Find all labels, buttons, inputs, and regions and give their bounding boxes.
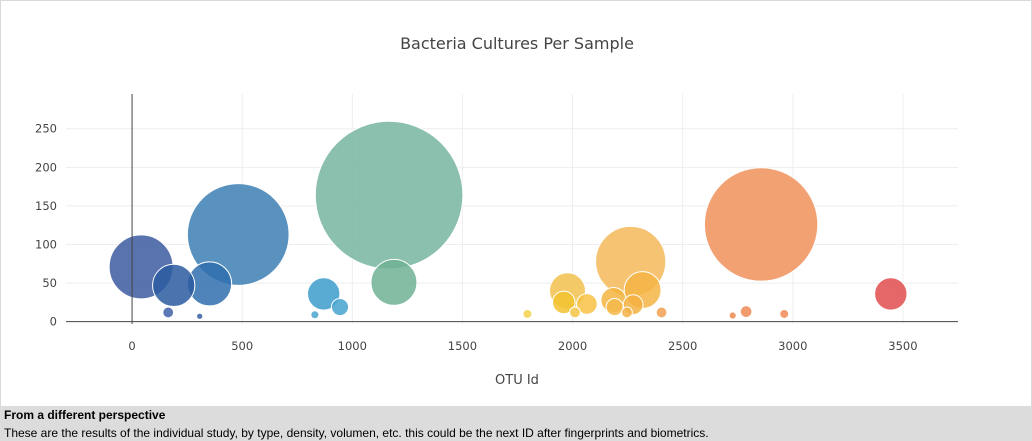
x-tick-label: 0 bbox=[128, 339, 135, 353]
bubble-point[interactable] bbox=[874, 277, 908, 311]
description-panel: From a different perspective These are t… bbox=[0, 406, 1032, 441]
bubble-point[interactable] bbox=[370, 258, 418, 306]
bubble-point[interactable] bbox=[522, 308, 533, 319]
bubble-series[interactable] bbox=[108, 120, 908, 320]
x-tick-label: 2000 bbox=[558, 339, 587, 353]
bubble-point[interactable] bbox=[655, 306, 668, 319]
bubble-point[interactable] bbox=[728, 311, 737, 320]
bubble-point[interactable] bbox=[152, 263, 196, 308]
bubble-point[interactable] bbox=[552, 290, 576, 315]
description-text: These are the results of the individual … bbox=[4, 426, 709, 440]
x-axis-label: OTU Id bbox=[495, 373, 539, 388]
description-heading: From a different perspective bbox=[4, 408, 166, 422]
y-tick-label: 200 bbox=[35, 160, 57, 174]
bubble-point[interactable] bbox=[330, 297, 350, 317]
bubble-point[interactable] bbox=[703, 167, 819, 282]
bubble-point[interactable] bbox=[569, 306, 581, 319]
bubble-point[interactable] bbox=[196, 312, 204, 320]
x-tick-label: 3500 bbox=[888, 339, 917, 353]
x-tick-label: 3000 bbox=[778, 339, 807, 353]
bubble-point[interactable] bbox=[314, 120, 464, 270]
chart-panel: 0 500 1000 1500 2000 2500 3000 3500 0 50 100 150 200… bbox=[0, 0, 1032, 407]
bubble-point[interactable] bbox=[162, 306, 175, 319]
bubble-point[interactable] bbox=[310, 310, 320, 320]
y-tick-label: 250 bbox=[35, 122, 57, 136]
x-tick-label: 500 bbox=[231, 339, 253, 353]
y-tick-label: 100 bbox=[35, 238, 57, 252]
bubble-point[interactable] bbox=[621, 306, 633, 319]
x-tick-label: 1000 bbox=[338, 339, 367, 353]
bubble-point[interactable] bbox=[576, 293, 598, 315]
bubble-point[interactable] bbox=[306, 277, 341, 311]
bubble-chart: 0 500 1000 1500 2000 2500 3000 3500 0 50 100 150 200… bbox=[35, 34, 958, 388]
y-tick-label: 0 bbox=[50, 315, 57, 329]
bubble-point[interactable] bbox=[739, 305, 753, 319]
y-tick-label: 50 bbox=[42, 276, 57, 290]
x-tick-label: 2500 bbox=[668, 339, 697, 353]
x-tick-label: 1500 bbox=[448, 339, 477, 353]
chart-title: Bacteria Cultures Per Sample bbox=[400, 34, 634, 53]
axes: 0 500 1000 1500 2000 2500 3000 3500 0 50 100 150 200… bbox=[35, 94, 958, 353]
bubble-point[interactable] bbox=[779, 308, 790, 319]
y-tick-label: 150 bbox=[35, 199, 57, 213]
bubble-point[interactable] bbox=[605, 297, 624, 317]
bubble-point[interactable] bbox=[186, 183, 290, 286]
